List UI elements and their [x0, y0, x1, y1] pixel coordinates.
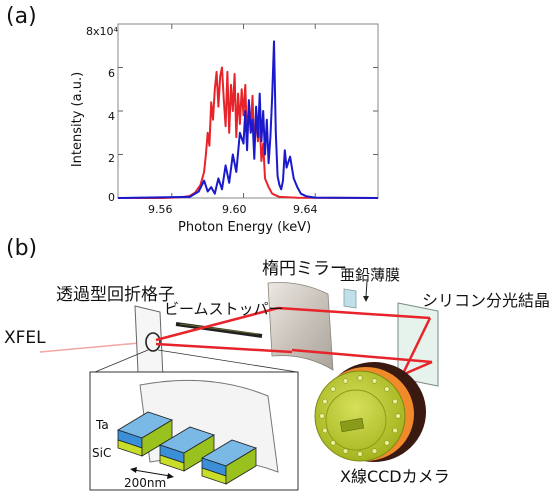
grating-inset	[89, 349, 299, 491]
camera-bolt	[392, 398, 398, 405]
label-ta: Ta	[96, 418, 109, 432]
camera-bolt	[330, 386, 336, 392]
grating-bar	[117, 411, 173, 457]
x-tick-label: 9.64	[293, 203, 318, 216]
y-tick-label: 2	[108, 152, 115, 165]
label-beamstop: ビームストッパー	[164, 300, 284, 318]
beam-stopper	[175, 322, 263, 338]
label-grating: 透過型回折格子	[56, 285, 175, 305]
camera-bolt	[322, 398, 328, 405]
panel-a-label: (a)	[6, 4, 37, 29]
camera-bolt	[357, 451, 363, 457]
camera-bolt	[319, 413, 325, 419]
panel-b-label: (b)	[6, 236, 38, 261]
x-tick-label: 9.60	[222, 203, 247, 216]
camera-bolt	[395, 413, 401, 419]
camera-bolt	[384, 440, 390, 446]
camera-bolt	[371, 378, 378, 384]
label-mirror: 楕円ミラー	[262, 259, 347, 279]
grating-bar	[201, 439, 257, 485]
label-crystal: シリコン分光結晶	[422, 291, 550, 310]
diffracted-beams	[155, 306, 433, 390]
series-line-blue	[117, 40, 379, 199]
camera-bolt	[371, 448, 378, 454]
y-exponent-label: 8x10⁴	[86, 25, 118, 38]
camera-bolt	[384, 386, 390, 392]
y-tick-label: 6	[108, 67, 115, 80]
label-pitch: 200nm	[124, 476, 167, 490]
camera-bolt	[342, 448, 349, 454]
label-zinc: 亜鉛薄膜	[340, 266, 401, 284]
series-lines	[117, 40, 379, 199]
label-xfel: XFEL	[4, 328, 46, 348]
x-axis-label: Photon Energy (keV)	[178, 220, 312, 235]
elliptical-mirror	[267, 282, 334, 371]
label-camera: X線CCDカメラ	[340, 467, 450, 486]
camera-bolt	[322, 427, 328, 434]
label-sic: SiC	[92, 446, 112, 460]
xfel-beam	[39, 341, 151, 353]
y-tick-label: 0	[108, 191, 115, 204]
camera-bolt	[357, 375, 363, 381]
grating	[134, 305, 164, 379]
x-tick-label: 9.56	[148, 203, 173, 216]
camera-bolt	[342, 378, 349, 384]
camera-bolt	[392, 427, 398, 434]
zinc-foil	[343, 288, 357, 309]
grating-bar	[159, 426, 215, 472]
ccd-camera	[314, 362, 426, 462]
y-tick-label: 4	[108, 110, 115, 123]
camera-bolt	[330, 440, 336, 446]
